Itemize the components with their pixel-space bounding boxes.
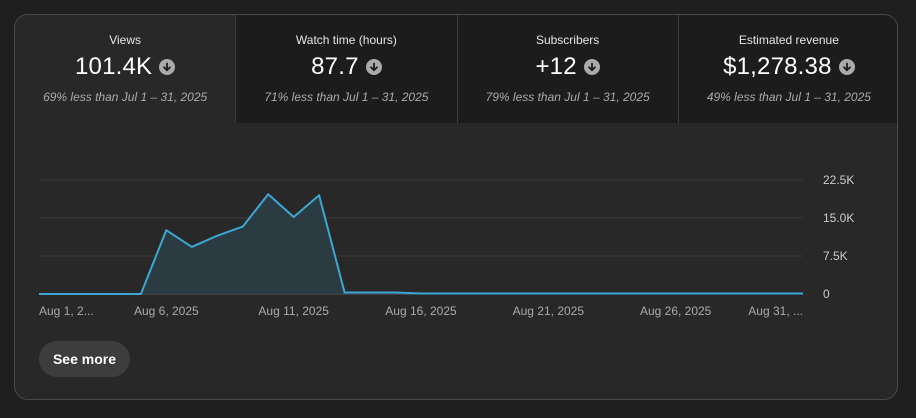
x-tick-label: Aug 21, 2025: [513, 304, 585, 318]
x-tick-label: Aug 31, ...: [748, 304, 803, 318]
metric-value: 101.4K: [74, 53, 153, 80]
metric-comparison: 79% less than Jul 1 – 31, 2025: [485, 90, 650, 104]
views-line: [39, 193, 803, 295]
metric-title: Watch time (hours): [295, 33, 397, 47]
arrow-down-circle-icon: [583, 59, 600, 75]
metric-tabs: Views 101.4K 69% less than Jul 1 – 31, 2…: [15, 15, 897, 123]
metric-tab-views[interactable]: Views 101.4K 69% less than Jul 1 – 31, 2…: [15, 15, 237, 123]
y-tick-label: 22.5K: [823, 173, 854, 187]
metric-comparison: 69% less than Jul 1 – 31, 2025: [43, 90, 208, 104]
metric-comparison: 71% less than Jul 1 – 31, 2025: [264, 90, 429, 104]
metric-tab-subscribers[interactable]: Subscribers +12 79% less than Jul 1 – 31…: [457, 15, 679, 123]
arrow-down-circle-icon: [838, 59, 855, 75]
y-tick-label: 15.0K: [823, 211, 854, 225]
x-tick-label: Aug 6, 2025: [134, 304, 199, 318]
y-tick-label: 0: [823, 287, 830, 301]
metric-tab-estimated-revenue[interactable]: Estimated revenue $1,278.38 49% less tha…: [678, 15, 897, 123]
y-tick-label: 7.5K: [823, 249, 848, 263]
x-tick-label: Aug 26, 2025: [640, 304, 712, 318]
metric-comparison: 49% less than Jul 1 – 31, 2025: [706, 90, 871, 104]
x-tick-label: Aug 1, 2...: [39, 304, 94, 318]
x-tick-label: Aug 11, 2025: [258, 304, 329, 318]
metric-value: +12: [535, 53, 577, 80]
arrow-down-circle-icon: [159, 59, 176, 75]
see-more-button[interactable]: See more: [39, 341, 130, 377]
metric-title: Estimated revenue: [738, 33, 839, 47]
metric-tab-watch-time[interactable]: Watch time (hours) 87.7 71% less than Ju…: [236, 15, 458, 123]
metric-value: 87.7: [311, 53, 359, 80]
metric-title: Subscribers: [535, 33, 600, 47]
metric-value: $1,278.38: [723, 53, 832, 80]
arrow-down-circle-icon: [365, 59, 382, 75]
views-area: [39, 194, 803, 294]
x-tick-label: Aug 16, 2025: [385, 304, 457, 318]
views-chart: 0 7.5K 15.0K 22.5K Aug 1, 2... Aug 6, 2025 Aug…: [39, 173, 854, 318]
analytics-card: Views 101.4K 69% less than Jul 1 – 31, 2…: [14, 14, 898, 400]
metric-title: Views: [109, 33, 142, 47]
